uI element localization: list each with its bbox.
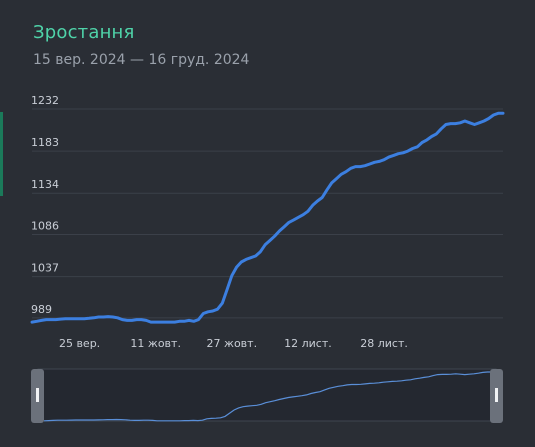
y-tick-label: 1086 (31, 219, 59, 232)
navigator-right-grip (495, 388, 498, 402)
y-tick-label: 1183 (31, 136, 59, 149)
y-axis-ticks: 1232 1183 1134 1086 1037 989 (31, 94, 59, 316)
range-navigator[interactable] (31, 368, 503, 423)
x-tick-label: 25 вер. (59, 337, 100, 350)
chart-date-range: 15 вер. 2024 — 16 груд. 2024 (33, 52, 250, 68)
y-gridlines (32, 108, 503, 319)
panel-edge-accent (0, 112, 3, 196)
x-tick-label: 28 лист. (360, 337, 408, 350)
x-tick-label: 11 жовт. (130, 337, 181, 350)
chart-title: Зростання (33, 22, 135, 43)
x-axis-ticks: 25 вер. 11 жовт. 27 жовт. 12 лист. 28 лист. (59, 337, 408, 350)
series-line[interactable] (30, 111, 505, 324)
y-tick-label: 989 (31, 303, 52, 316)
y-tick-label: 1134 (31, 178, 59, 191)
x-tick-label: 27 жовт. (207, 337, 258, 350)
y-tick-label: 1232 (31, 94, 59, 107)
y-tick-label: 1037 (31, 262, 59, 275)
x-tick-label: 12 лист. (284, 337, 332, 350)
navigator-left-grip (36, 388, 39, 402)
navigator-series-line (43, 371, 492, 422)
